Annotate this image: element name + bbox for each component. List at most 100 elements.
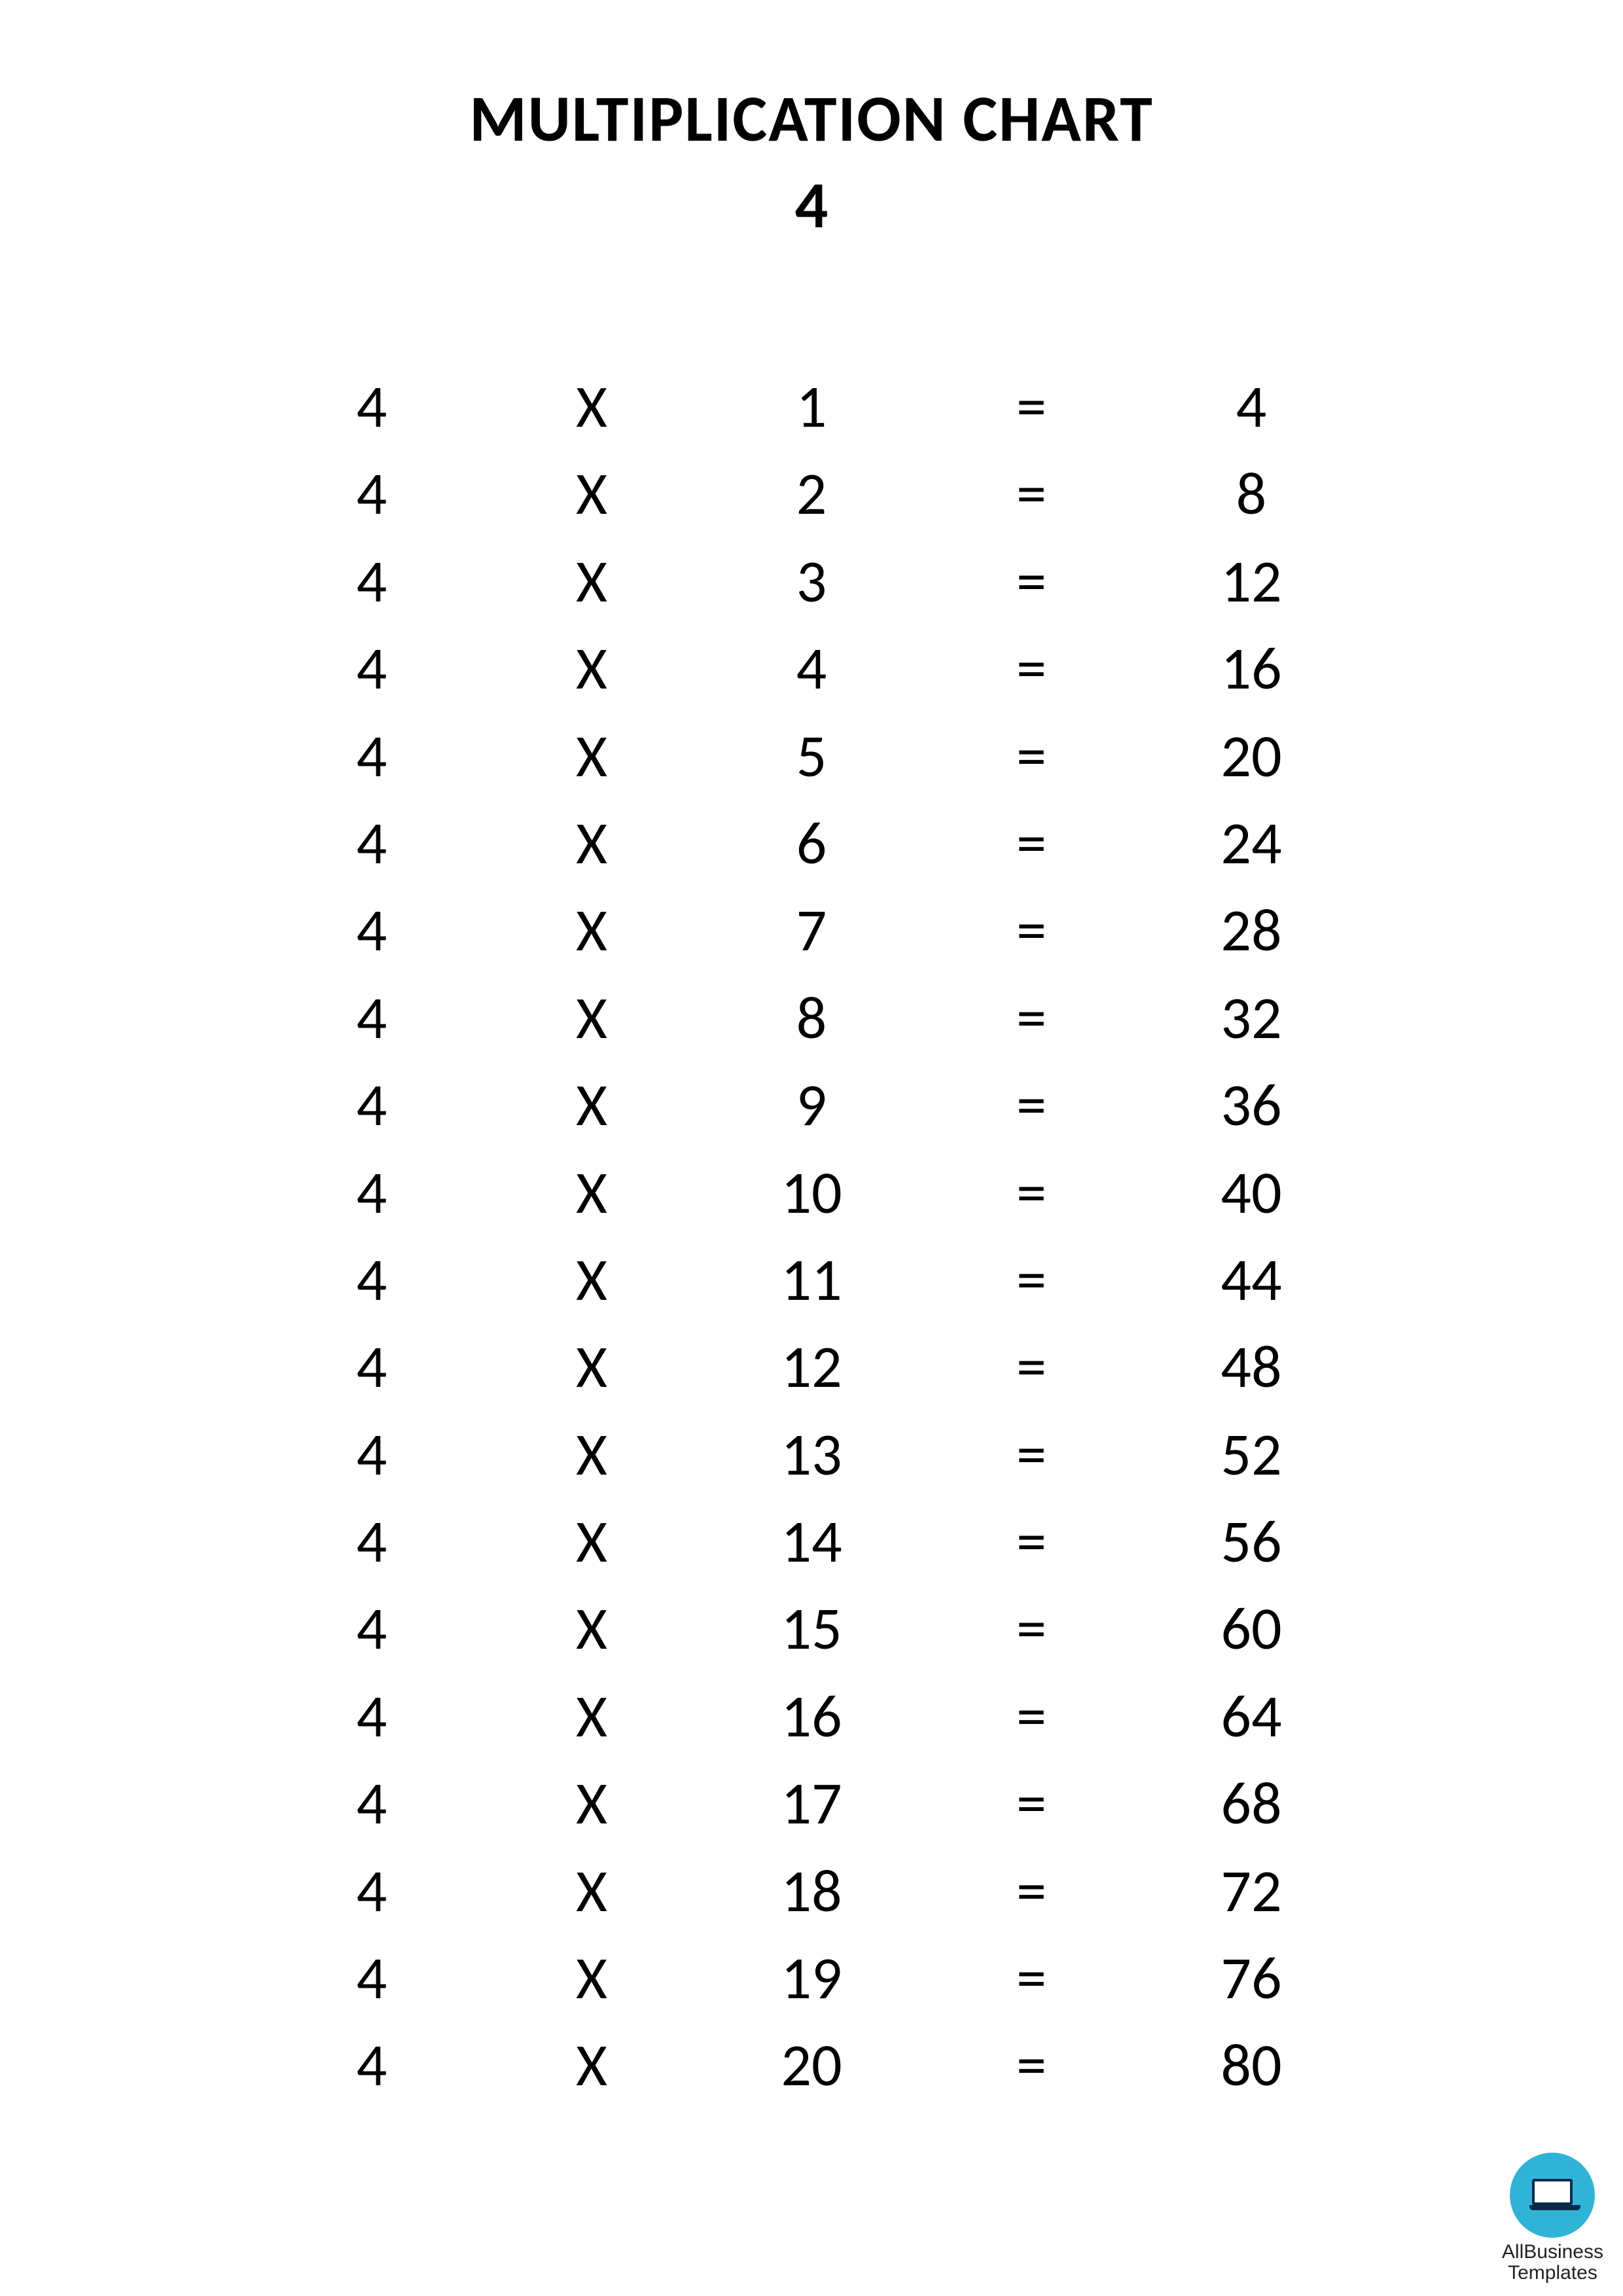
multiplier-cell: 15	[702, 1585, 921, 1672]
table-row: 4X19=76	[262, 1934, 1361, 2021]
product-cell: 20	[1141, 712, 1361, 799]
table-row: 4X16=64	[262, 1672, 1361, 1759]
table-row: 4X11=44	[262, 1236, 1361, 1323]
product-cell: 68	[1141, 1759, 1361, 1846]
equals-cell: =	[921, 1061, 1141, 1148]
equals-cell: =	[921, 1847, 1141, 1934]
multiplier-cell: 12	[702, 1323, 921, 1410]
product-cell: 24	[1141, 799, 1361, 886]
multiplier-cell: 2	[702, 450, 921, 537]
multiplier-cell: 17	[702, 1759, 921, 1846]
table-row: 4X4=16	[262, 624, 1361, 711]
multiplier-cell: 6	[702, 799, 921, 886]
watermark-line2: Templates	[1502, 2263, 1603, 2284]
operator-cell: X	[482, 450, 702, 537]
table-row: 4X3=12	[262, 537, 1361, 624]
multiplicand-cell: 4	[262, 1672, 482, 1759]
product-cell: 40	[1141, 1149, 1361, 1236]
page-header: MULTIPLICATION CHART 4	[0, 0, 1623, 245]
multiplicand-cell: 4	[262, 1323, 482, 1410]
equals-cell: =	[921, 799, 1141, 886]
multiplicand-cell: 4	[262, 799, 482, 886]
equals-cell: =	[921, 363, 1141, 450]
multiplier-cell: 20	[702, 2021, 921, 2108]
multiplier-cell: 7	[702, 886, 921, 973]
multiplicand-cell: 4	[262, 450, 482, 537]
product-cell: 60	[1141, 1585, 1361, 1672]
table-row: 4X9=36	[262, 1061, 1361, 1148]
product-cell: 4	[1141, 363, 1361, 450]
multiplier-cell: 5	[702, 712, 921, 799]
multiplicand-cell: 4	[262, 1498, 482, 1585]
equals-cell: =	[921, 974, 1141, 1061]
equals-cell: =	[921, 886, 1141, 973]
product-cell: 52	[1141, 1410, 1361, 1498]
table-row: 4X8=32	[262, 974, 1361, 1061]
operator-cell: X	[482, 886, 702, 973]
equals-cell: =	[921, 712, 1141, 799]
operator-cell: X	[482, 974, 702, 1061]
multiplier-cell: 13	[702, 1410, 921, 1498]
operator-cell: X	[482, 799, 702, 886]
operator-cell: X	[482, 363, 702, 450]
table-row: 4X7=28	[262, 886, 1361, 973]
equals-cell: =	[921, 2021, 1141, 2108]
operator-cell: X	[482, 1149, 702, 1236]
multiplier-cell: 9	[702, 1061, 921, 1148]
watermark-line1: AllBusiness	[1502, 2242, 1603, 2263]
equals-cell: =	[921, 1759, 1141, 1846]
multiplier-cell: 1	[702, 363, 921, 450]
watermark-badge	[1510, 2153, 1595, 2238]
multiplicand-cell: 4	[262, 537, 482, 624]
multiplier-cell: 11	[702, 1236, 921, 1323]
multiplier-cell: 16	[702, 1672, 921, 1759]
table-row: 4X15=60	[262, 1585, 1361, 1672]
table-row: 4X12=48	[262, 1323, 1361, 1410]
multiplicand-cell: 4	[262, 1149, 482, 1236]
multiplicand-cell: 4	[262, 1585, 482, 1672]
multiplier-cell: 4	[702, 624, 921, 711]
page-subtitle: 4	[0, 165, 1623, 245]
operator-cell: X	[482, 1236, 702, 1323]
operator-cell: X	[482, 1323, 702, 1410]
multiplication-table: 4X1=44X2=84X3=124X4=164X5=204X6=244X7=28…	[262, 363, 1361, 2109]
multiplier-cell: 8	[702, 974, 921, 1061]
operator-cell: X	[482, 1672, 702, 1759]
product-cell: 12	[1141, 537, 1361, 624]
equals-cell: =	[921, 537, 1141, 624]
operator-cell: X	[482, 1061, 702, 1148]
table-row: 4X13=52	[262, 1410, 1361, 1498]
equals-cell: =	[921, 1498, 1141, 1585]
table-row: 4X14=56	[262, 1498, 1361, 1585]
operator-cell: X	[482, 712, 702, 799]
operator-cell: X	[482, 1847, 702, 1934]
equals-cell: =	[921, 1672, 1141, 1759]
multiplicand-cell: 4	[262, 1847, 482, 1934]
equals-cell: =	[921, 1323, 1141, 1410]
table-row: 4X6=24	[262, 799, 1361, 886]
multiplicand-cell: 4	[262, 1236, 482, 1323]
table-row: 4X10=40	[262, 1149, 1361, 1236]
operator-cell: X	[482, 2021, 702, 2108]
product-cell: 48	[1141, 1323, 1361, 1410]
multiplicand-cell: 4	[262, 712, 482, 799]
equals-cell: =	[921, 624, 1141, 711]
product-cell: 56	[1141, 1498, 1361, 1585]
table-row: 4X1=4	[262, 363, 1361, 450]
equals-cell: =	[921, 1236, 1141, 1323]
laptop-icon	[1529, 2179, 1575, 2212]
table-row: 4X2=8	[262, 450, 1361, 537]
product-cell: 80	[1141, 2021, 1361, 2108]
multiplier-cell: 10	[702, 1149, 921, 1236]
operator-cell: X	[482, 1934, 702, 2021]
operator-cell: X	[482, 624, 702, 711]
operator-cell: X	[482, 1498, 702, 1585]
equals-cell: =	[921, 1934, 1141, 2021]
product-cell: 8	[1141, 450, 1361, 537]
product-cell: 64	[1141, 1672, 1361, 1759]
multiplier-cell: 14	[702, 1498, 921, 1585]
multiplier-cell: 3	[702, 537, 921, 624]
multiplicand-cell: 4	[262, 1410, 482, 1498]
product-cell: 36	[1141, 1061, 1361, 1148]
multiplier-cell: 18	[702, 1847, 921, 1934]
